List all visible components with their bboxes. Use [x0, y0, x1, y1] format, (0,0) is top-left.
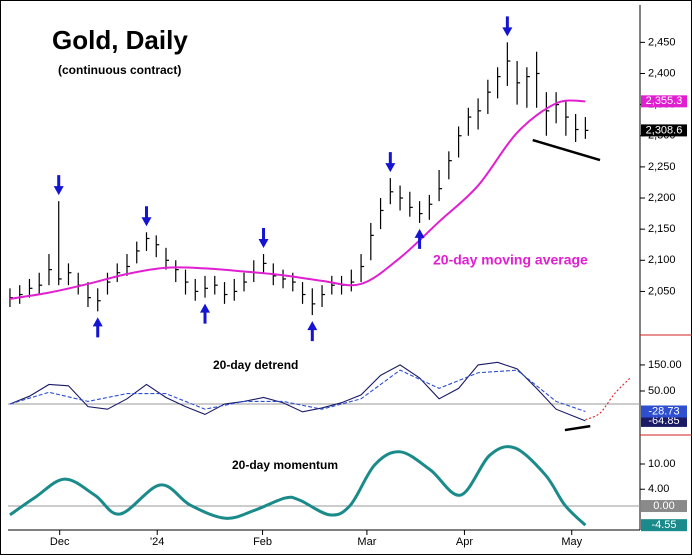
y-tick-label: 2,050	[648, 285, 676, 297]
down-arrow	[258, 228, 269, 249]
y-tick-label: 2,100	[648, 254, 676, 266]
series-line	[9, 445, 587, 527]
y-tick-label: 2,200	[648, 192, 676, 204]
chart-subtitle: (continuous contract)	[58, 63, 181, 77]
y-tick-label: 50.00	[648, 385, 676, 397]
series-line	[585, 377, 631, 421]
value-box	[641, 414, 687, 427]
up-arrow	[307, 321, 318, 342]
value-box	[641, 500, 687, 513]
value-box	[641, 124, 687, 137]
value-box-label: 2,308.6	[646, 124, 683, 136]
panel	[8, 445, 640, 527]
y-tick-label: 150.00	[648, 359, 682, 371]
up-arrow	[200, 303, 211, 324]
x-tick-label: '24	[150, 536, 164, 548]
down-arrow	[385, 152, 396, 173]
down-arrow	[502, 16, 513, 37]
series-line	[9, 361, 586, 422]
y-tick-label: 4.00	[648, 483, 669, 495]
panel-title: 20-day momentum	[232, 458, 338, 472]
chart-title: Gold, Daily	[52, 25, 188, 55]
y-tick-label: 2,450	[648, 36, 676, 48]
value-box	[641, 405, 687, 418]
value-box-label: 2,355.3	[646, 95, 683, 107]
panel	[8, 361, 640, 422]
y-tick-label: 2,150	[648, 223, 676, 235]
value-box-label: -28.73	[648, 405, 679, 417]
value-box	[641, 519, 687, 532]
x-tick-label: Feb	[253, 536, 272, 548]
trendline	[564, 424, 591, 432]
value-box	[641, 95, 687, 108]
panel	[9, 42, 589, 316]
x-tick-label: Apr	[456, 536, 473, 548]
up-arrow	[92, 317, 103, 338]
down-arrow	[53, 175, 64, 196]
y-tick-label: 10.00	[648, 458, 676, 470]
value-box-label: -4.55	[651, 519, 676, 531]
value-box-label: 0.00	[653, 500, 674, 512]
down-arrow	[141, 206, 152, 227]
panel-title: 20-day detrend	[213, 358, 298, 372]
series-line	[9, 99, 586, 300]
series-line	[9, 369, 586, 413]
x-tick-label: Mar	[357, 536, 376, 548]
trendline	[532, 138, 601, 162]
value-box-label: -64.85	[648, 415, 679, 427]
x-tick-label: Dec	[50, 536, 70, 548]
x-tick-label: May	[561, 536, 582, 548]
y-tick-label: 2,250	[648, 161, 676, 173]
up-arrow	[414, 228, 425, 249]
y-tick-label: 2,400	[648, 67, 676, 79]
ma-annotation: 20-day moving average	[433, 252, 588, 268]
